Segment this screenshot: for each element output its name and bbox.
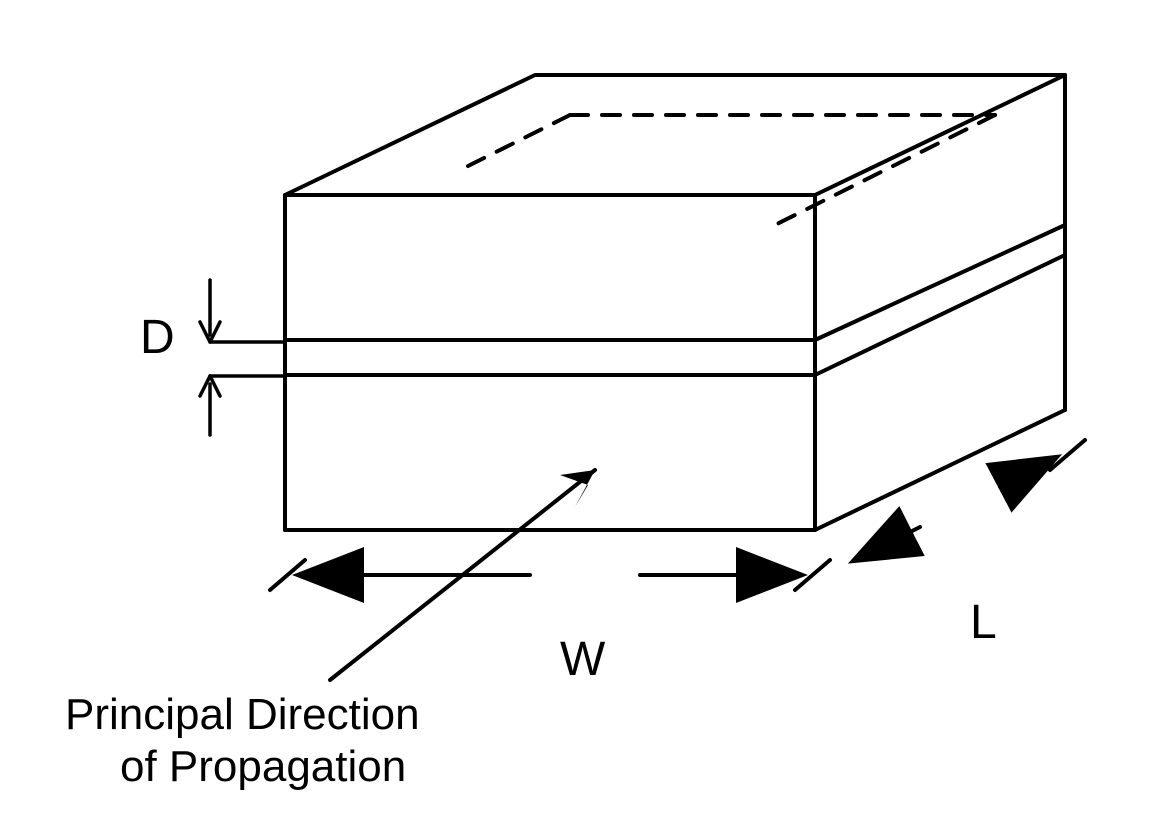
label-l: L	[970, 595, 997, 650]
dashed-inset	[468, 115, 995, 225]
layer-bot-right	[815, 255, 1065, 375]
right-bottom-edge	[815, 410, 1065, 530]
label-principal-2: of Propagation	[120, 742, 406, 792]
label-principal-1: Principal Direction	[65, 690, 420, 740]
layer-top-right	[815, 225, 1065, 340]
l-dimension	[855, 440, 1085, 560]
label-w: W	[560, 632, 605, 687]
label-d: D	[140, 310, 175, 365]
d-dimension	[200, 280, 283, 435]
w-dimension	[270, 560, 830, 590]
top-face	[285, 75, 1065, 195]
isometric-box-diagram	[200, 75, 1085, 680]
